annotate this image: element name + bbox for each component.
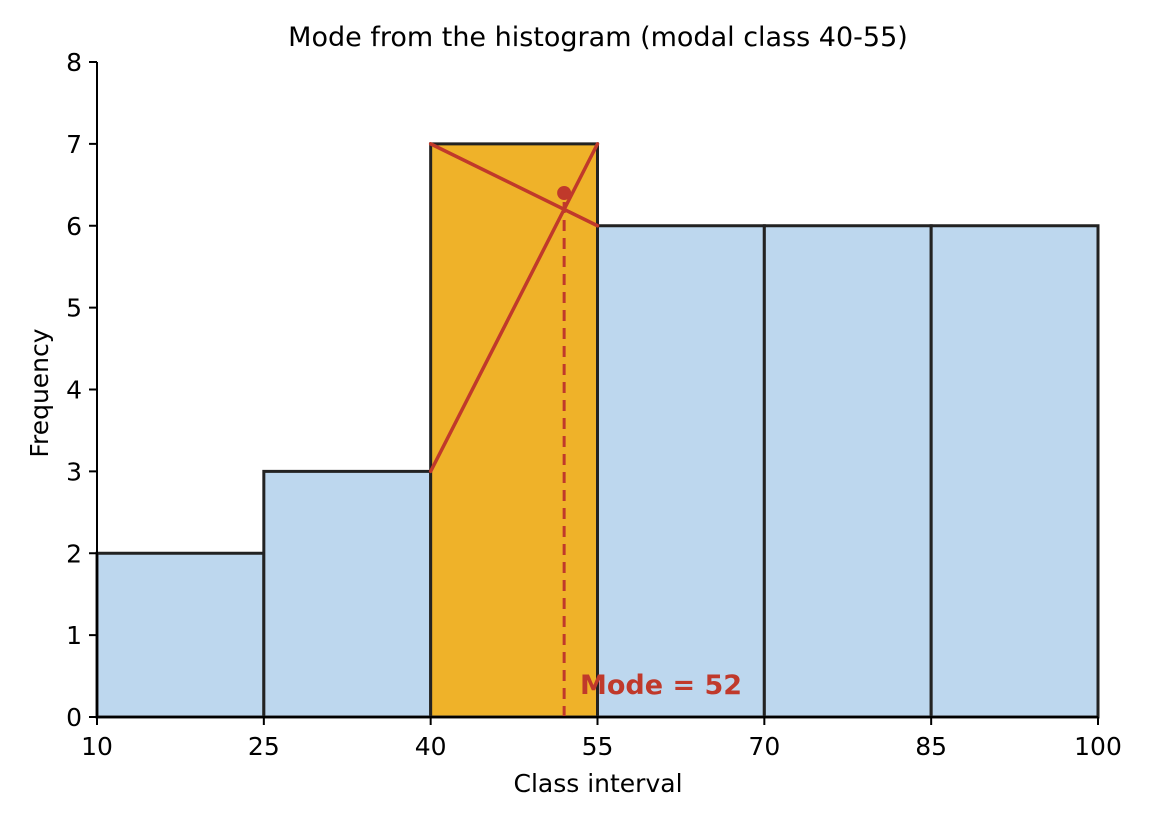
bar-1 [262,469,433,719]
x-tick-label-25: 25 [248,732,280,761]
mode-annotation: Mode = 52 [580,670,742,701]
chart-title: Mode from the histogram (modal class 40-… [288,22,908,53]
modal-bar [429,142,599,719]
bar-5 [929,224,1100,719]
y-tick-label-2: 2 [66,539,82,568]
x-tick-label-10: 10 [81,732,113,761]
y-tick-label-1: 1 [66,621,82,650]
y-tick-label-5: 5 [66,294,82,323]
y-tick-label-8: 8 [66,48,82,77]
x-axis-label: Class interval [513,769,682,798]
bar-0 [95,551,266,719]
x-tick-label-85: 85 [915,732,947,761]
x-tick-label-70: 70 [748,732,780,761]
bar-3 [596,224,766,719]
x-tick-label-40: 40 [415,732,447,761]
y-tick-label-3: 3 [66,457,82,486]
axes-layer: 10 25 40 55 70 85 100 0 1 2 3 4 5 6 7 8 [66,48,1122,761]
y-tick-label-4: 4 [66,376,82,405]
construction-line-0 [428,142,600,228]
y-tick-label-0: 0 [66,703,82,732]
y-axis-label: Frequency [25,328,54,457]
x-tick-label-55: 55 [582,732,614,761]
mode-marker [557,186,572,200]
bars-layer [95,142,1100,719]
y-tick-label-7: 7 [66,130,82,159]
bar-4 [762,224,933,719]
x-tick-label-100: 100 [1074,732,1122,761]
construction-line-1 [428,142,600,474]
construction-layer [428,142,600,717]
y-tick-label-6: 6 [66,212,82,241]
